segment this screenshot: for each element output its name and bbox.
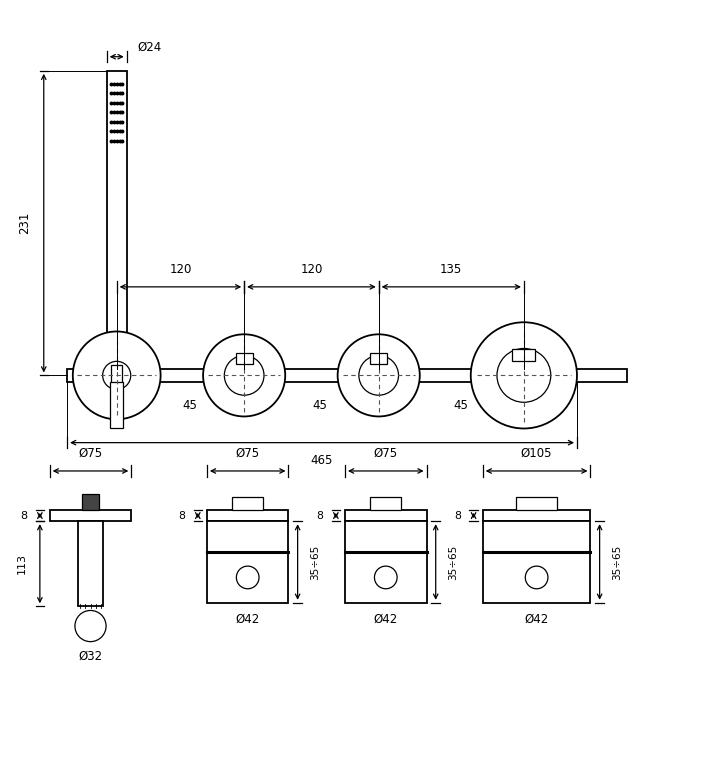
Text: 45: 45	[313, 399, 328, 412]
Circle shape	[203, 334, 285, 416]
Bar	[370, 497, 401, 510]
Text: 35÷65: 35÷65	[612, 544, 622, 580]
Bar	[110, 381, 123, 428]
Text: 120: 120	[169, 262, 191, 276]
Bar	[78, 521, 103, 606]
Bar	[67, 369, 627, 381]
Circle shape	[359, 356, 399, 395]
Bar	[207, 521, 288, 603]
Bar	[236, 353, 253, 364]
Text: 35÷65: 35÷65	[310, 544, 321, 580]
Circle shape	[225, 356, 264, 395]
Circle shape	[471, 322, 577, 428]
Text: Ø42: Ø42	[235, 613, 260, 625]
Bar	[207, 510, 288, 521]
Bar	[111, 364, 122, 386]
Text: 231: 231	[18, 212, 31, 235]
Circle shape	[73, 331, 160, 419]
Text: 45: 45	[183, 399, 197, 412]
Text: 8: 8	[316, 510, 323, 520]
Bar	[516, 497, 557, 510]
Text: 45: 45	[453, 399, 468, 412]
Circle shape	[338, 334, 419, 416]
Bar	[107, 71, 126, 369]
Text: 35÷65: 35÷65	[448, 544, 458, 580]
Bar	[232, 497, 264, 510]
Text: 113: 113	[17, 554, 27, 574]
Circle shape	[236, 566, 259, 589]
Circle shape	[375, 566, 397, 589]
Text: Ø42: Ø42	[524, 613, 549, 625]
Bar	[50, 510, 131, 521]
Text: Ø105: Ø105	[521, 447, 552, 459]
Bar	[345, 510, 427, 521]
Text: Ø42: Ø42	[374, 613, 398, 625]
Text: Ø32: Ø32	[79, 650, 103, 663]
Text: 465: 465	[311, 454, 334, 467]
Text: 120: 120	[300, 262, 323, 276]
Circle shape	[103, 361, 131, 389]
Bar	[483, 521, 591, 603]
Circle shape	[75, 611, 106, 642]
Circle shape	[497, 348, 551, 402]
Circle shape	[526, 566, 548, 589]
Bar	[345, 521, 427, 603]
Bar	[483, 510, 591, 521]
Text: Ø75: Ø75	[79, 447, 103, 459]
Text: Ø75: Ø75	[374, 447, 398, 459]
Text: 8: 8	[454, 510, 461, 520]
Text: Ø75: Ø75	[235, 447, 260, 459]
Text: 8: 8	[178, 510, 185, 520]
Text: 8: 8	[20, 510, 27, 520]
Bar	[513, 349, 535, 361]
Text: 135: 135	[440, 262, 462, 276]
Bar	[370, 353, 387, 364]
Text: Ø24: Ø24	[137, 41, 162, 54]
Bar	[82, 494, 99, 510]
